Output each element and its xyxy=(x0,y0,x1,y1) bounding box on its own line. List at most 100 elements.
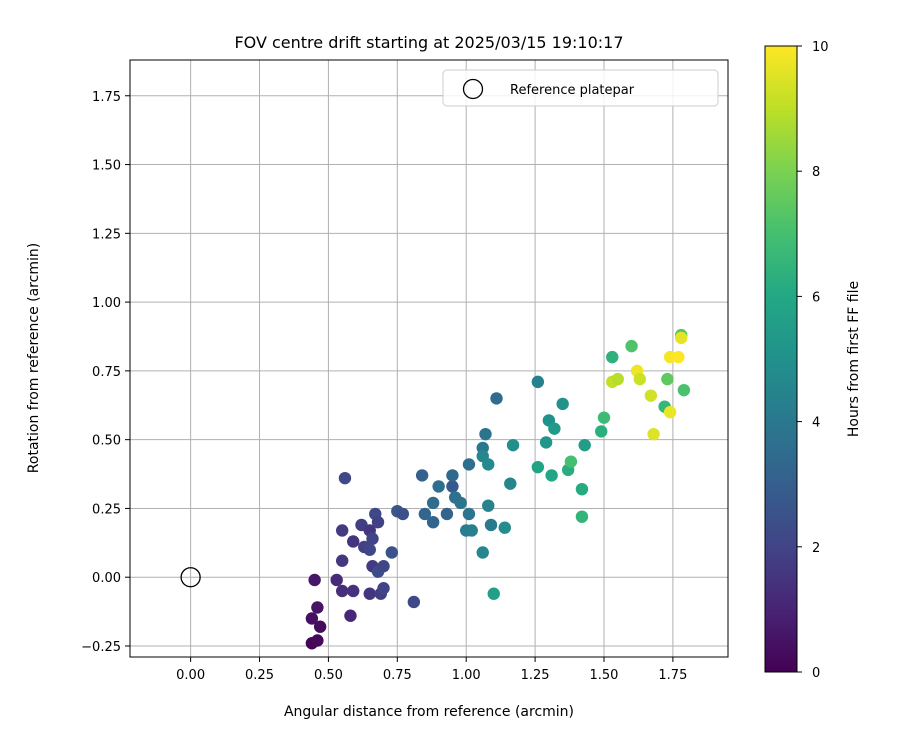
y-tick-label: 1.00 xyxy=(92,296,121,311)
y-axis-label: Rotation from reference (arcmin) xyxy=(26,243,42,473)
data-point xyxy=(454,496,467,510)
data-point xyxy=(377,582,390,595)
data-point xyxy=(415,469,429,482)
data-point xyxy=(363,587,376,600)
y-tick-label: 1.75 xyxy=(92,90,121,105)
legend: Reference platepar xyxy=(442,69,719,107)
data-point xyxy=(578,438,591,452)
data-point xyxy=(663,405,677,419)
colorbar-tick-label: 2 xyxy=(812,541,820,556)
data-point xyxy=(465,524,478,537)
data-point xyxy=(305,612,319,625)
colorbar-ticks: 0 2 4 6 8 10 xyxy=(797,40,829,681)
data-point xyxy=(344,609,357,622)
data-point xyxy=(498,521,511,534)
data-point xyxy=(407,595,421,609)
colorbar: 0 2 4 6 8 10 Hours from first FF file xyxy=(764,40,862,681)
reference-marker xyxy=(180,567,201,588)
colorbar-tick-label: 8 xyxy=(812,165,820,180)
x-tick-label: 0.50 xyxy=(314,668,343,683)
x-tick-label: 0.00 xyxy=(176,668,205,683)
data-point xyxy=(548,422,561,435)
data-point xyxy=(487,587,500,600)
colorbar-tick-label: 6 xyxy=(812,290,820,305)
data-point xyxy=(347,535,360,548)
data-point xyxy=(347,584,360,598)
y-tick-label: 1.25 xyxy=(92,227,121,242)
x-tick-label: 1.00 xyxy=(452,668,481,683)
data-point xyxy=(633,372,647,386)
data-point xyxy=(611,372,624,386)
y-tick-label: 0.50 xyxy=(92,434,121,449)
data-point xyxy=(482,499,495,512)
data-point xyxy=(595,425,608,438)
colorbar-tick-label: 4 xyxy=(812,416,820,431)
data-point xyxy=(462,458,476,471)
data-point xyxy=(330,573,343,587)
data-point xyxy=(597,411,611,424)
data-points xyxy=(305,328,691,650)
data-point xyxy=(575,482,589,496)
grid xyxy=(130,60,728,657)
data-point xyxy=(479,427,492,441)
data-point xyxy=(426,515,440,529)
data-point xyxy=(462,507,476,521)
data-point xyxy=(556,397,569,411)
y-tick-label: 1.50 xyxy=(92,159,121,174)
data-point xyxy=(446,469,459,482)
x-tick-label: 1.50 xyxy=(590,668,619,683)
data-point xyxy=(625,339,638,353)
data-point xyxy=(531,460,545,474)
data-point xyxy=(396,507,410,521)
data-point xyxy=(338,471,352,485)
colorbar-tick-label: 0 xyxy=(812,666,820,681)
legend-box xyxy=(442,69,719,107)
plot-frame xyxy=(129,59,729,658)
legend-label: Reference platepar xyxy=(510,83,635,98)
data-point xyxy=(672,350,685,364)
data-point xyxy=(484,518,498,532)
data-point xyxy=(490,392,503,405)
data-point xyxy=(335,584,349,598)
data-point xyxy=(311,634,324,647)
data-point xyxy=(482,458,495,471)
colorbar-tick-label: 10 xyxy=(812,40,829,55)
colorbar-gradient xyxy=(764,45,798,673)
data-point xyxy=(644,389,658,402)
data-point xyxy=(313,620,327,633)
data-point xyxy=(506,438,520,452)
x-tick-label: 1.75 xyxy=(658,668,687,683)
x-tick-label: 0.25 xyxy=(245,668,274,683)
data-point xyxy=(446,480,459,493)
data-point xyxy=(674,331,688,345)
y-tick-label: 0.75 xyxy=(92,365,121,380)
y-tick-label: 0.00 xyxy=(92,571,121,586)
data-point xyxy=(575,510,589,523)
data-point xyxy=(311,601,324,614)
data-point xyxy=(418,507,432,521)
x-axis-label: Angular distance from reference (arcmin) xyxy=(284,704,574,720)
data-point xyxy=(476,546,489,559)
x-axis-ticks: 0.00 0.25 0.50 0.75 1.00 1.25 1.50 1.75 xyxy=(176,657,687,683)
data-point xyxy=(606,350,619,364)
data-point xyxy=(440,507,454,521)
data-point xyxy=(363,543,376,556)
reference-point xyxy=(180,567,201,588)
colorbar-label: Hours from first FF file xyxy=(846,281,862,437)
data-point xyxy=(432,480,445,493)
x-tick-label: 1.25 xyxy=(521,668,550,683)
data-point xyxy=(385,546,398,559)
data-point xyxy=(564,455,578,468)
data-point xyxy=(545,469,558,482)
data-point xyxy=(531,375,545,389)
data-point xyxy=(335,524,349,537)
y-tick-label: −0.25 xyxy=(81,640,121,655)
data-point xyxy=(308,573,321,587)
data-point xyxy=(371,515,385,529)
y-tick-label: 0.25 xyxy=(92,502,121,517)
data-point xyxy=(661,372,674,386)
data-point xyxy=(426,496,440,510)
data-point xyxy=(677,383,691,397)
y-axis-ticks: −0.25 0.00 0.25 0.50 0.75 1.00 1.25 1.50 1.75 xyxy=(81,90,130,655)
